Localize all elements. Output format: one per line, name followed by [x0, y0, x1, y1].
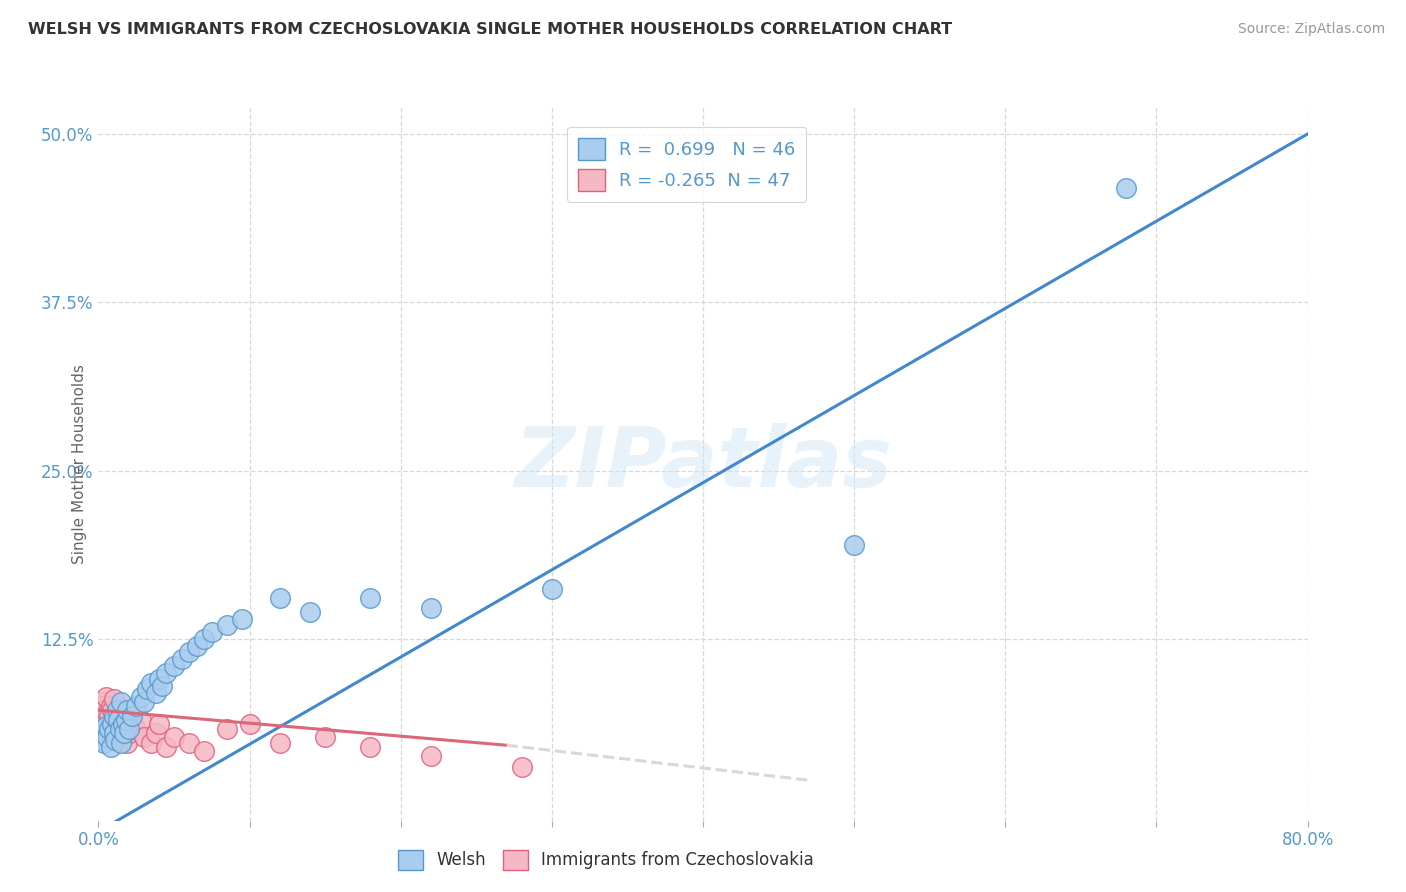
Point: [100, 716, 122, 731]
Point: [100, 739, 122, 754]
Text: Source: ZipAtlas.com: Source: ZipAtlas.com: [1237, 22, 1385, 37]
Point: [269, 591, 291, 606]
Point: [179, 735, 201, 749]
Point: [98, 722, 121, 736]
Point: [100, 699, 122, 714]
Point: [101, 703, 124, 717]
Point: [93, 703, 115, 717]
Point: [269, 735, 291, 749]
Point: [111, 716, 134, 731]
Point: [215, 722, 238, 736]
Point: [118, 722, 141, 736]
Point: [179, 645, 201, 659]
Point: [129, 713, 152, 727]
Point: [110, 695, 132, 709]
Point: [215, 618, 238, 632]
Point: [115, 735, 138, 749]
Point: [135, 681, 157, 696]
Y-axis label: Single Mother Households: Single Mother Households: [72, 364, 87, 564]
Point: [540, 582, 562, 596]
Point: [93, 722, 115, 736]
Point: [163, 658, 186, 673]
Point: [231, 612, 253, 626]
Point: [299, 605, 322, 619]
Point: [420, 601, 443, 615]
Point: [118, 726, 141, 740]
Point: [112, 730, 135, 744]
Point: [96, 719, 118, 733]
Point: [150, 679, 173, 693]
Point: [101, 716, 124, 731]
Point: [115, 703, 138, 717]
Point: [148, 673, 170, 687]
Point: [103, 692, 125, 706]
Point: [125, 722, 148, 736]
Point: [141, 735, 163, 749]
Point: [121, 708, 143, 723]
Point: [145, 686, 167, 700]
Point: [1115, 181, 1137, 195]
Point: [360, 591, 382, 606]
Point: [101, 722, 124, 736]
Point: [145, 726, 167, 740]
Point: [103, 726, 125, 740]
Point: [360, 739, 382, 754]
Point: [110, 722, 132, 736]
Point: [107, 719, 129, 733]
Point: [148, 716, 170, 731]
Point: [510, 760, 533, 774]
Text: WELSH VS IMMIGRANTS FROM CZECHOSLOVAKIA SINGLE MOTHER HOUSEHOLDS CORRELATION CHA: WELSH VS IMMIGRANTS FROM CZECHOSLOVAKIA …: [28, 22, 952, 37]
Point: [94, 690, 117, 704]
Point: [104, 726, 127, 740]
Point: [90, 695, 112, 709]
Point: [186, 639, 208, 653]
Point: [193, 632, 215, 646]
Point: [125, 699, 148, 714]
Point: [91, 716, 114, 731]
Point: [98, 726, 121, 740]
Point: [104, 732, 127, 747]
Point: [91, 726, 114, 740]
Point: [114, 719, 136, 733]
Point: [201, 625, 224, 640]
Point: [105, 708, 128, 723]
Point: [103, 713, 125, 727]
Point: [239, 716, 262, 731]
Point: [314, 730, 336, 744]
Point: [141, 676, 163, 690]
Point: [94, 719, 117, 733]
Point: [103, 708, 125, 723]
Legend: Welsh, Immigrants from Czechoslovakia: Welsh, Immigrants from Czechoslovakia: [392, 843, 821, 877]
Point: [90, 732, 112, 747]
Point: [170, 652, 193, 666]
Point: [844, 538, 866, 552]
Point: [96, 730, 118, 744]
Point: [155, 665, 177, 680]
Point: [96, 706, 118, 720]
Point: [93, 735, 115, 749]
Point: [110, 735, 132, 749]
Point: [132, 695, 155, 709]
Point: [129, 690, 152, 704]
Point: [163, 730, 186, 744]
Point: [107, 713, 129, 727]
Point: [111, 713, 134, 727]
Point: [98, 708, 121, 723]
Point: [108, 732, 131, 747]
Point: [112, 726, 135, 740]
Point: [91, 699, 114, 714]
Point: [94, 713, 117, 727]
Point: [132, 730, 155, 744]
Point: [105, 703, 128, 717]
Text: ZIPatlas: ZIPatlas: [515, 424, 891, 504]
Point: [193, 744, 215, 758]
Point: [89, 708, 111, 723]
Point: [114, 713, 136, 727]
Point: [121, 716, 143, 731]
Point: [155, 739, 177, 754]
Point: [90, 726, 112, 740]
Point: [108, 722, 131, 736]
Point: [420, 749, 443, 764]
